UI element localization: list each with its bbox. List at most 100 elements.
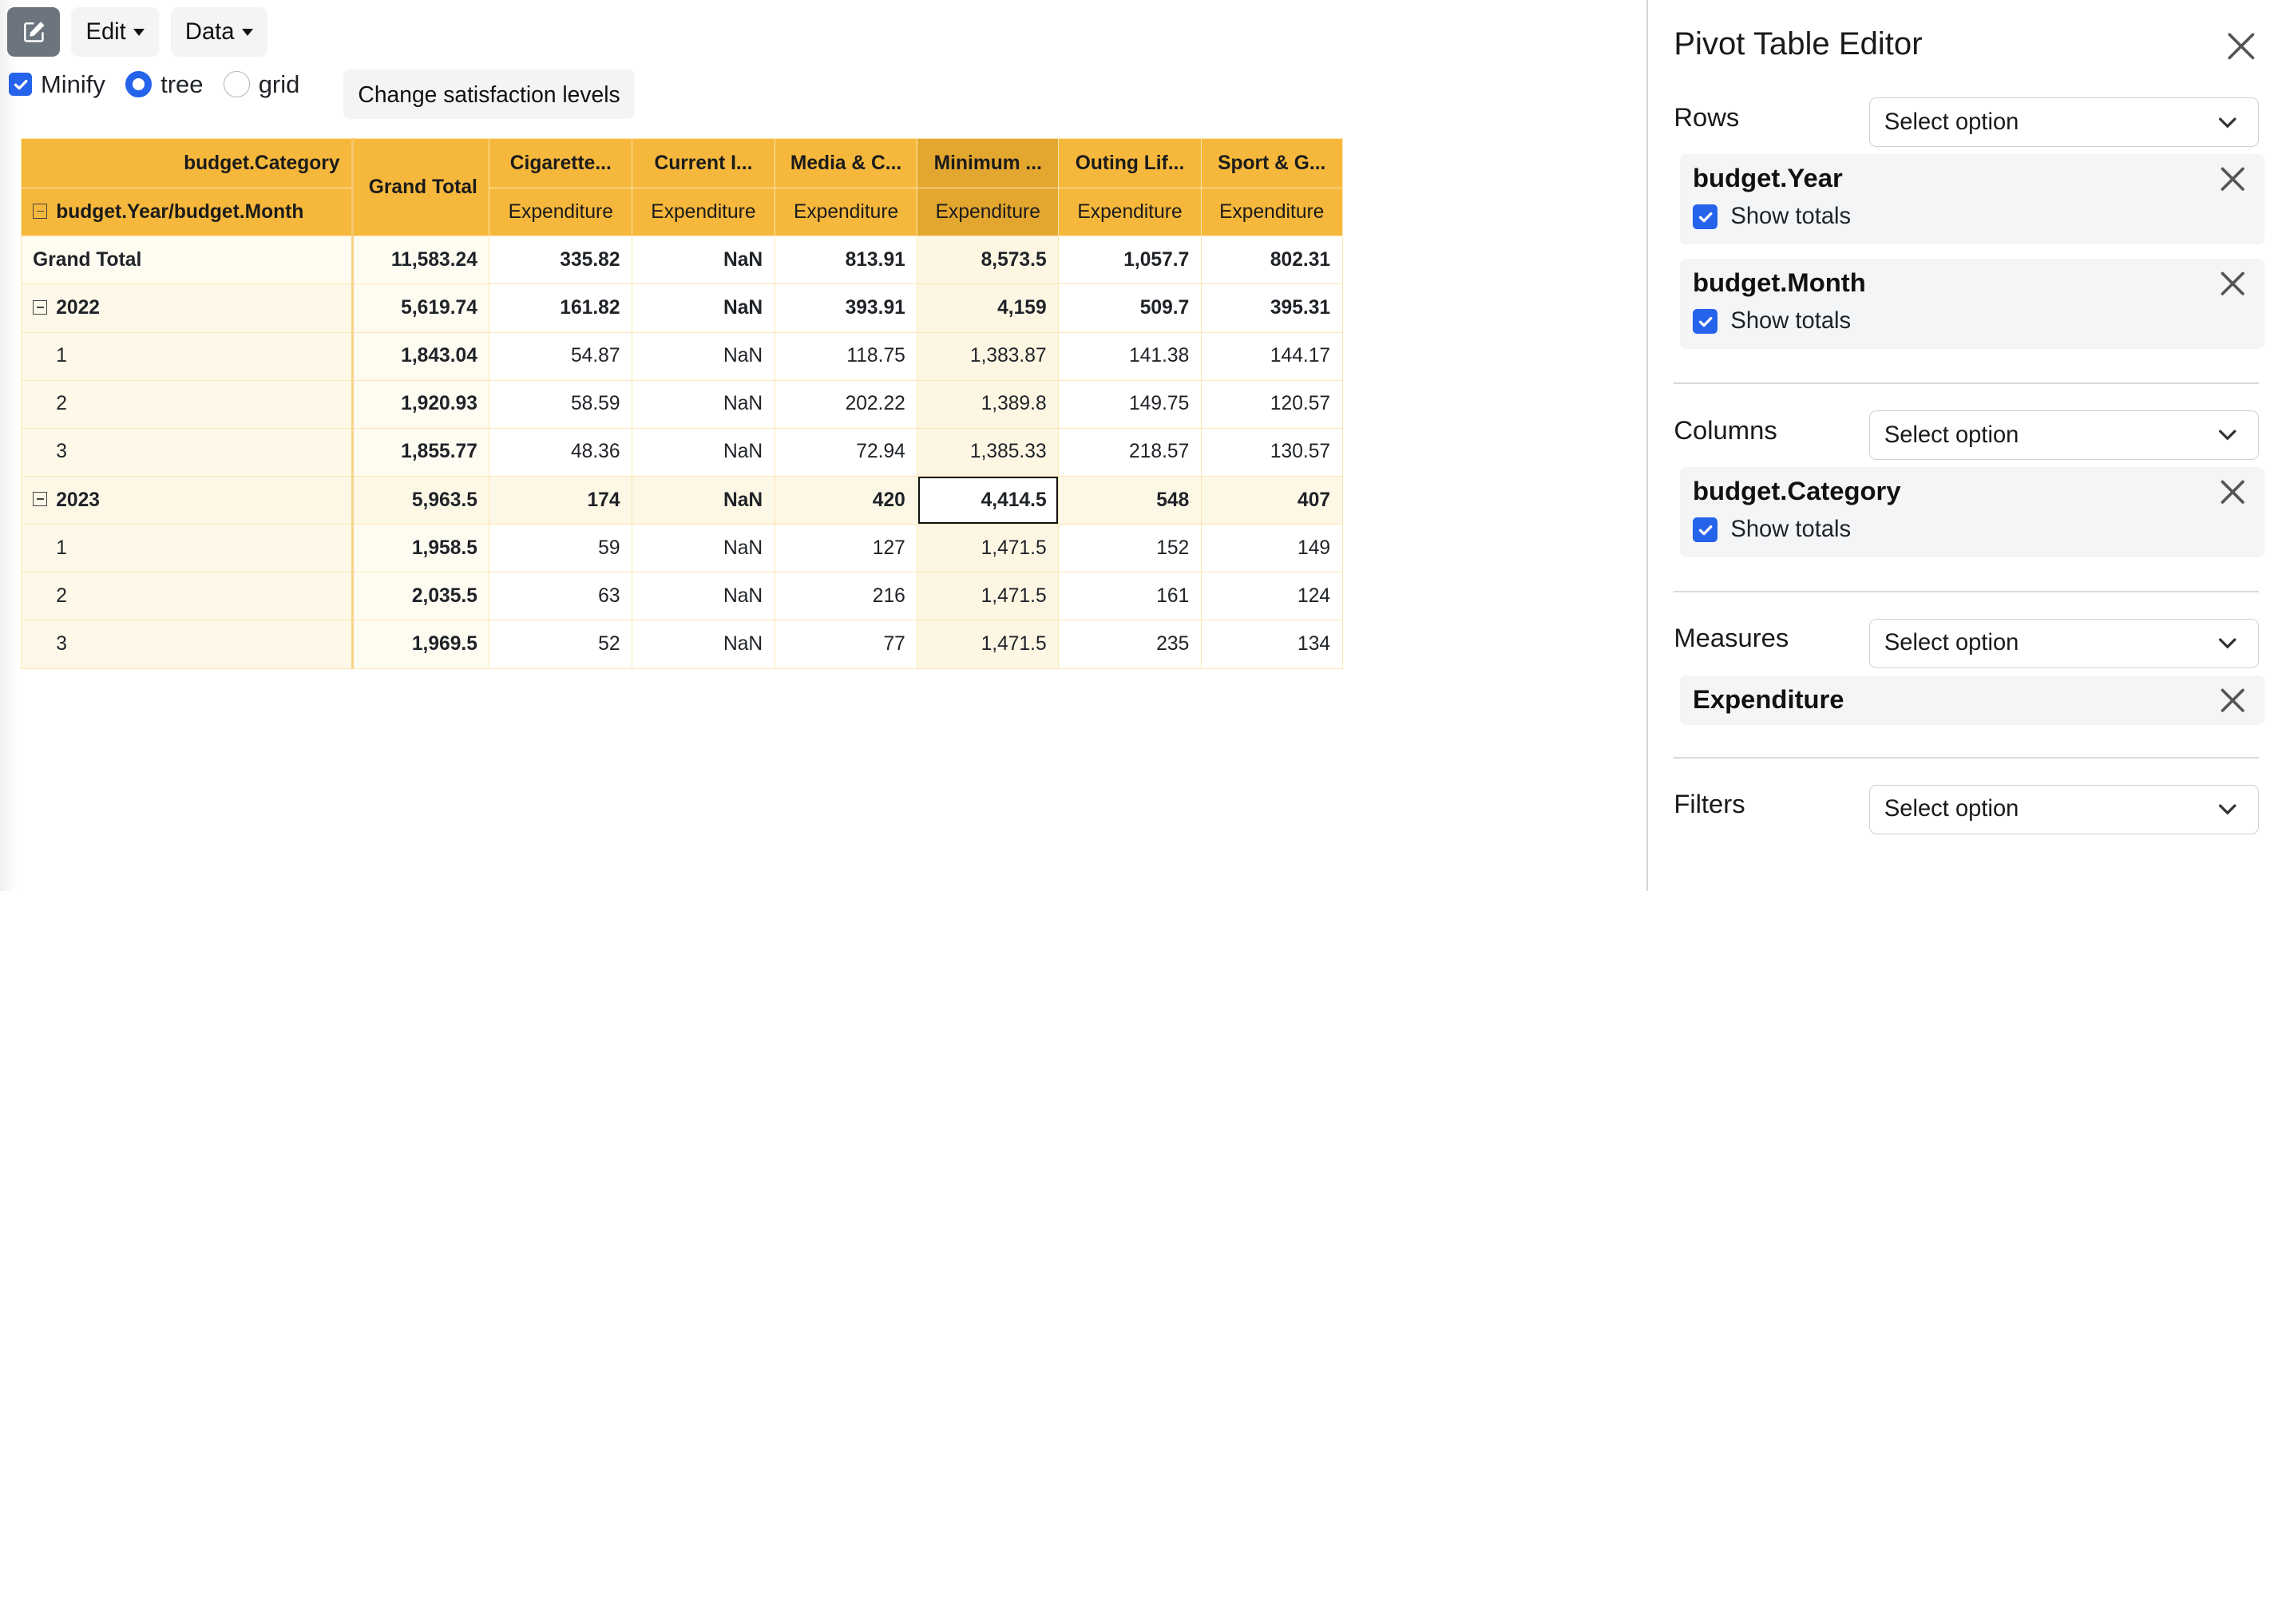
value-cell[interactable]: 130.57 <box>1200 427 1343 477</box>
data-menu-button[interactable]: Data <box>170 7 267 57</box>
value-cell[interactable]: 134 <box>1200 620 1343 669</box>
row-total-cell[interactable]: 5,619.74 <box>352 283 490 333</box>
category-header[interactable]: Outing Lif... <box>1058 138 1202 189</box>
value-cell[interactable]: 335.82 <box>489 236 633 285</box>
value-cell[interactable]: 124 <box>1200 572 1343 621</box>
row-field-card[interactable]: budget.Month Show totals <box>1679 259 2265 350</box>
value-cell[interactable]: 174 <box>489 475 633 525</box>
value-cell[interactable]: 216 <box>774 572 918 621</box>
filters-select[interactable]: Select option <box>1868 784 2260 834</box>
value-cell[interactable]: 202.22 <box>774 379 918 429</box>
row-total-cell[interactable]: 5,963.5 <box>352 475 490 525</box>
measure-field-card[interactable]: Expenditure <box>1679 675 2265 725</box>
value-cell[interactable]: 8,573.5 <box>917 236 1060 285</box>
change-satisfaction-button[interactable]: Change satisfaction levels <box>343 69 635 120</box>
row-total-cell[interactable]: 1,958.5 <box>352 524 490 573</box>
value-cell[interactable]: 1,389.8 <box>917 379 1060 429</box>
tree-radio[interactable] <box>125 71 153 98</box>
value-cell[interactable]: 395.31 <box>1200 283 1343 333</box>
value-cell[interactable]: 77 <box>774 620 918 669</box>
value-cell[interactable]: 152 <box>1058 524 1202 573</box>
edit-mode-button[interactable] <box>7 7 60 57</box>
row-total-cell[interactable]: 11,583.24 <box>352 236 490 285</box>
category-header[interactable]: Current I... <box>632 138 775 189</box>
value-cell[interactable]: 393.91 <box>774 283 918 333</box>
measures-select[interactable]: Select option <box>1868 618 2260 668</box>
value-cell[interactable]: 161.82 <box>489 283 633 333</box>
value-cell[interactable]: 161 <box>1058 572 1202 621</box>
value-cell[interactable]: NaN <box>632 524 775 573</box>
show-totals-checkbox[interactable] <box>1693 517 1717 543</box>
value-cell[interactable]: 1,471.5 <box>917 620 1060 669</box>
value-cell[interactable]: 118.75 <box>774 331 918 381</box>
grand-total-header[interactable]: Grand Total <box>352 138 490 237</box>
value-cell[interactable]: 1,383.87 <box>917 331 1060 381</box>
category-header[interactable]: Sport & G... <box>1200 138 1343 189</box>
column-field-header[interactable]: budget.Category <box>20 138 355 189</box>
value-cell[interactable]: NaN <box>632 236 775 285</box>
value-cell[interactable]: 63 <box>489 572 633 621</box>
value-cell[interactable]: 59 <box>489 524 633 573</box>
value-cell[interactable]: NaN <box>632 572 775 621</box>
value-cell[interactable]: 48.36 <box>489 427 633 477</box>
value-cell[interactable]: 144.17 <box>1200 331 1343 381</box>
value-cell[interactable]: 1,471.5 <box>917 572 1060 621</box>
value-cell[interactable]: NaN <box>632 475 775 525</box>
show-totals-checkbox[interactable] <box>1693 309 1717 335</box>
pane-divider[interactable] <box>1646 0 1648 891</box>
value-cell[interactable]: 52 <box>489 620 633 669</box>
columns-select[interactable]: Select option <box>1868 410 2260 461</box>
value-cell[interactable]: 420 <box>774 475 918 525</box>
value-cell[interactable]: NaN <box>632 379 775 429</box>
rows-select[interactable]: Select option <box>1868 97 2260 148</box>
value-cell[interactable]: 1,057.7 <box>1058 236 1202 285</box>
value-cell[interactable]: 127 <box>774 524 918 573</box>
remove-icon[interactable] <box>2218 164 2247 193</box>
value-cell[interactable]: 1,471.5 <box>917 524 1060 573</box>
value-cell[interactable]: 120.57 <box>1200 379 1343 429</box>
category-header[interactable]: Media & C... <box>774 138 918 189</box>
row-group-label[interactable]: 2022 <box>20 283 355 333</box>
value-cell[interactable]: 149.75 <box>1058 379 1202 429</box>
row-total-cell[interactable]: 1,969.5 <box>352 620 490 669</box>
value-cell[interactable]: 1,385.33 <box>917 427 1060 477</box>
value-cell[interactable]: 509.7 <box>1058 283 1202 333</box>
column-field-card[interactable]: budget.Category Show totals <box>1679 467 2265 558</box>
edit-menu-button[interactable]: Edit <box>71 7 160 57</box>
remove-icon[interactable] <box>2218 686 2247 715</box>
value-cell[interactable]: 802.31 <box>1200 236 1343 285</box>
category-header[interactable]: Minimum ... <box>917 138 1060 189</box>
value-cell[interactable]: NaN <box>632 620 775 669</box>
category-header[interactable]: Cigarette... <box>489 138 633 189</box>
value-cell[interactable]: 813.91 <box>774 236 918 285</box>
remove-icon[interactable] <box>2218 269 2247 298</box>
remove-icon[interactable] <box>2218 477 2247 506</box>
value-cell[interactable]: 72.94 <box>774 427 918 477</box>
value-cell[interactable]: 149 <box>1200 524 1343 573</box>
collapse-icon[interactable] <box>33 204 48 219</box>
row-total-cell[interactable]: 1,843.04 <box>352 331 490 381</box>
row-field-card[interactable]: budget.Year Show totals <box>1679 154 2265 245</box>
close-icon[interactable] <box>2224 29 2259 64</box>
grid-radio[interactable] <box>223 71 250 98</box>
value-cell[interactable]: 141.38 <box>1058 331 1202 381</box>
value-cell[interactable]: 235 <box>1058 620 1202 669</box>
value-cell[interactable]: 4,159 <box>917 283 1060 333</box>
value-cell[interactable]: 58.59 <box>489 379 633 429</box>
collapse-icon[interactable] <box>33 492 48 507</box>
row-field-header[interactable]: budget.Year/budget.Month <box>20 188 355 237</box>
collapse-icon[interactable] <box>33 299 48 315</box>
value-cell[interactable]: 548 <box>1058 475 1202 525</box>
value-cell[interactable]: 218.57 <box>1058 427 1202 477</box>
value-cell[interactable]: 407 <box>1200 475 1343 525</box>
value-cell[interactable]: NaN <box>632 427 775 477</box>
value-cell[interactable]: 54.87 <box>489 331 633 381</box>
row-total-cell[interactable]: 2,035.5 <box>352 572 490 621</box>
minify-checkbox[interactable] <box>8 73 33 97</box>
value-cell[interactable]: NaN <box>632 283 775 333</box>
row-group-label[interactable]: 2023 <box>20 475 355 525</box>
value-cell[interactable]: NaN <box>632 331 775 381</box>
selected-value-cell[interactable]: 4,414.5 <box>917 475 1060 525</box>
show-totals-checkbox[interactable] <box>1693 204 1717 230</box>
row-total-cell[interactable]: 1,855.77 <box>352 427 490 477</box>
